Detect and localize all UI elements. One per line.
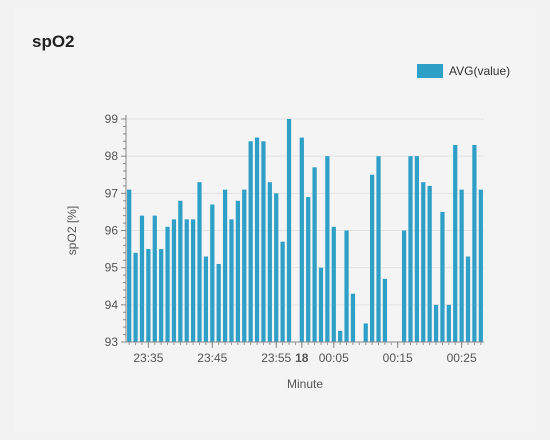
bar[interactable] xyxy=(178,200,183,342)
bar[interactable] xyxy=(286,119,292,342)
bar[interactable] xyxy=(159,249,164,342)
y-tick-label: 96 xyxy=(105,224,119,238)
bar[interactable] xyxy=(433,304,439,342)
x-axis-label: Minute xyxy=(287,377,323,391)
bar[interactable] xyxy=(312,167,317,342)
bar[interactable] xyxy=(459,189,464,342)
bar[interactable] xyxy=(401,230,407,343)
bar[interactable] xyxy=(350,293,356,342)
bar[interactable] xyxy=(133,252,138,342)
bar[interactable] xyxy=(421,182,426,342)
x-tick-label: 00:25 xyxy=(447,351,477,365)
spo2-bar-chart: 93 94 95 96 97 98 99 23:35 23:45 23:55 18 00:05 00:1… xyxy=(65,64,510,391)
x-tick-label: 23:45 xyxy=(197,351,227,365)
x-tick-label: 00:05 xyxy=(319,351,349,365)
legend-label[interactable]: AVG(value) xyxy=(449,64,510,78)
bar[interactable] xyxy=(235,200,240,342)
bar[interactable] xyxy=(127,189,132,342)
chart-title: spO2 xyxy=(32,32,75,51)
bar[interactable] xyxy=(408,156,413,342)
bar[interactable] xyxy=(139,215,145,342)
bar[interactable] xyxy=(222,189,228,342)
bar[interactable] xyxy=(184,219,189,342)
bar[interactable] xyxy=(197,182,202,342)
bar[interactable] xyxy=(152,215,157,342)
x-tick-label: 23:35 xyxy=(133,351,163,365)
bar[interactable] xyxy=(242,189,247,342)
bar[interactable] xyxy=(299,137,304,342)
bar[interactable] xyxy=(203,256,209,342)
y-tick-label: 97 xyxy=(105,186,119,200)
bar[interactable] xyxy=(229,219,234,342)
chart-card: spO2 93 94 95 96 97 98 99 23:35 23:45 23:55 18 00:0… xyxy=(14,8,536,432)
x-tick-label: 18 xyxy=(295,351,309,365)
legend-swatch[interactable] xyxy=(417,64,443,78)
y-tick-label: 93 xyxy=(105,335,119,349)
bar[interactable] xyxy=(376,156,381,342)
bar[interactable] xyxy=(165,226,170,342)
bar[interactable] xyxy=(146,249,151,342)
bar[interactable] xyxy=(478,189,483,342)
bar[interactable] xyxy=(465,256,471,342)
bar[interactable] xyxy=(171,219,177,342)
y-axis-label: spO2 [%] xyxy=(65,206,79,255)
bar[interactable] xyxy=(318,267,324,342)
y-tick-label: 98 xyxy=(105,149,119,163)
bar[interactable] xyxy=(216,263,221,342)
y-tick-label: 95 xyxy=(105,261,119,275)
bar[interactable] xyxy=(280,241,285,342)
bar[interactable] xyxy=(325,156,330,342)
bar[interactable] xyxy=(261,141,266,342)
bar[interactable] xyxy=(338,330,343,342)
bar[interactable] xyxy=(210,204,215,342)
bar[interactable] xyxy=(191,219,196,342)
bar[interactable] xyxy=(331,226,336,342)
bar[interactable] xyxy=(248,141,253,342)
bar[interactable] xyxy=(446,304,451,342)
bar[interactable] xyxy=(414,156,419,342)
bar[interactable] xyxy=(382,278,388,342)
bar[interactable] xyxy=(274,193,279,342)
y-tick-label: 99 xyxy=(105,112,119,126)
bar[interactable] xyxy=(306,197,311,342)
bar[interactable] xyxy=(267,182,272,342)
y-tick-label: 94 xyxy=(105,298,119,312)
bar[interactable] xyxy=(440,211,445,342)
x-tick-label: 23:55 xyxy=(261,351,291,365)
bar[interactable] xyxy=(472,145,477,342)
bar[interactable] xyxy=(254,137,260,342)
bar[interactable] xyxy=(427,185,432,342)
x-tick-label: 00:15 xyxy=(383,351,413,365)
bar[interactable] xyxy=(344,230,349,343)
bar[interactable] xyxy=(363,323,368,342)
bar[interactable] xyxy=(453,145,458,342)
bar[interactable] xyxy=(370,174,375,342)
